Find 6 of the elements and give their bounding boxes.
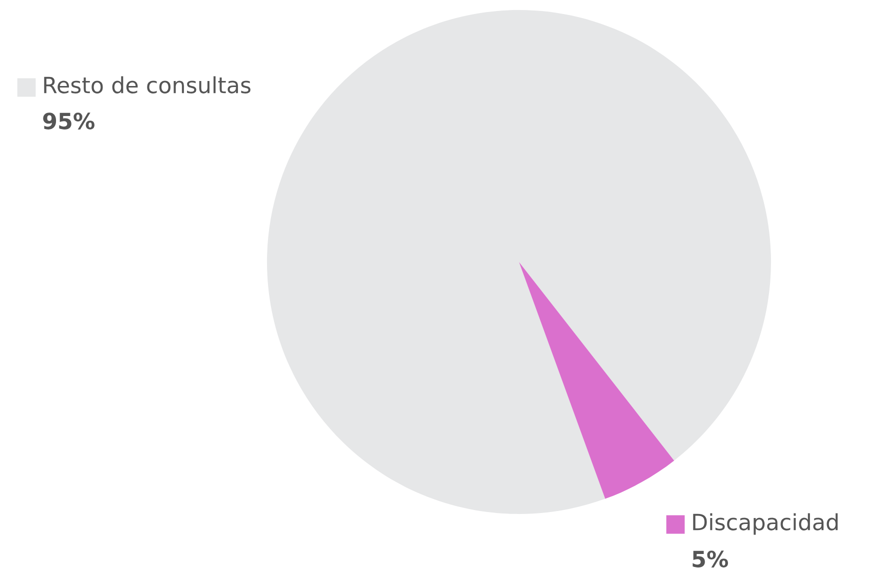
legend-label: Discapacidad [693, 513, 838, 535]
pie-slice [267, 10, 771, 514]
data-label: 5% [692, 550, 728, 568]
legend-label: Resto de consultas [44, 76, 250, 94]
data-label: 95% [43, 112, 94, 130]
pie-slice [519, 262, 674, 499]
